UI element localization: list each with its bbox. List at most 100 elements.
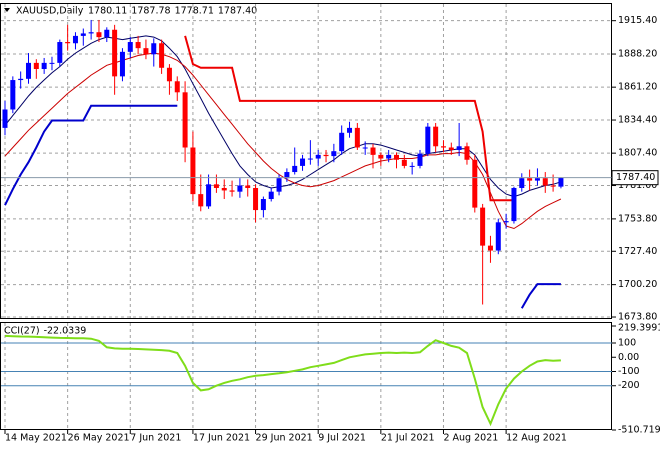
y-tick-label: 1727.40 — [618, 246, 657, 257]
candle-body — [339, 132, 345, 152]
candle-body — [229, 190, 235, 192]
candle-body — [480, 207, 486, 246]
candle-body — [245, 185, 251, 188]
candle-body — [237, 185, 243, 192]
candle-body — [33, 62, 39, 70]
x-tick-label: 29 Jun 2021 — [256, 433, 313, 444]
candle-body — [182, 92, 188, 148]
candle-body — [417, 153, 423, 166]
title-arrow — [4, 8, 10, 12]
candle-body — [440, 146, 446, 148]
candle-body — [143, 48, 149, 55]
indicator-line — [4, 104, 561, 309]
header-value: 1780.11 — [88, 6, 127, 17]
x-tick-label: 7 Jun 2021 — [130, 433, 181, 444]
candle-body — [464, 146, 470, 160]
candle-body — [135, 42, 141, 49]
candle-body — [378, 154, 384, 159]
candle-body — [495, 222, 501, 251]
y-tick-label: -200 — [618, 380, 640, 391]
candle-body — [88, 32, 94, 34]
chart-title: XAUUSD,Daily — [16, 6, 84, 17]
x-tick-label: 12 Aug 2021 — [506, 433, 567, 444]
candle-body — [409, 165, 415, 167]
x-tick-label: 14 May 2021 — [5, 433, 67, 444]
y-tick-label: -100 — [618, 366, 640, 377]
y-tick-label: 1781.00 — [618, 180, 657, 191]
candle-body — [2, 109, 8, 128]
y-tick-label: 0.00 — [618, 352, 639, 363]
candle-body — [159, 43, 165, 68]
last-price-box — [611, 170, 659, 186]
candle-body — [10, 80, 16, 110]
candle-body — [268, 191, 274, 200]
candle-body — [472, 159, 478, 208]
candle-body — [221, 187, 227, 191]
candle-body — [362, 147, 368, 149]
cci-name: CCI(27) — [4, 326, 40, 337]
y-tick-label: 1673.80 — [618, 312, 657, 323]
y-tick-label: 1915.40 — [618, 15, 657, 26]
candle-body — [300, 158, 306, 166]
candle-body — [25, 62, 31, 79]
candle-body — [213, 184, 219, 188]
candle-body — [96, 32, 102, 38]
candle-body — [542, 178, 548, 186]
candle-body — [323, 154, 329, 157]
candle-body — [112, 29, 118, 77]
candle-body — [72, 35, 78, 44]
candle-body — [260, 199, 266, 211]
candle-body — [425, 126, 431, 154]
header-value: 1778.71 — [175, 6, 214, 17]
candle-body — [41, 62, 47, 70]
cci-line — [4, 334, 561, 427]
candle-body — [276, 178, 282, 192]
candle-body — [448, 147, 454, 150]
candle-body — [456, 146, 462, 150]
candle-body — [104, 29, 110, 38]
x-tick-label: 9 Jul 2021 — [318, 433, 366, 444]
candle-body — [511, 187, 517, 222]
candle-body — [534, 178, 540, 181]
candle-body — [386, 154, 392, 159]
candle-body — [174, 81, 180, 93]
candle-body — [527, 178, 533, 181]
last-price-label: 1787.40 — [616, 172, 655, 183]
candle-body — [166, 67, 172, 82]
candle-body — [558, 177, 564, 187]
x-tick-label: 2 Aug 2021 — [443, 433, 498, 444]
y-tick-label: 1834.40 — [618, 115, 657, 126]
candle-body — [503, 221, 509, 223]
x-tick-label: 21 Jul 2021 — [381, 433, 435, 444]
header-value: 1787.40 — [218, 6, 257, 17]
y-tick-label: 1753.80 — [618, 213, 657, 224]
y-tick-label: 1807.40 — [618, 148, 657, 159]
candle-body — [65, 42, 71, 44]
y-tick-label: 219.3991 — [618, 323, 660, 334]
candle-body — [347, 127, 353, 133]
candle-body — [18, 78, 24, 81]
candle-body — [354, 127, 360, 148]
price-frame — [0, 3, 612, 319]
candle-body — [315, 154, 321, 159]
candle-body — [80, 33, 86, 36]
candle-body — [519, 178, 525, 188]
y-tick-label: 100 — [618, 338, 636, 349]
candle-body — [307, 158, 313, 160]
candle-body — [331, 151, 337, 157]
cci-frame — [0, 322, 612, 430]
candle-body — [119, 51, 125, 77]
y-tick-label: 1888.20 — [618, 49, 657, 60]
candle-body — [394, 154, 399, 160]
y-tick-label: -510.7195 — [618, 425, 660, 436]
candle-body — [292, 165, 298, 173]
candle-body — [127, 42, 133, 52]
candle-body — [401, 159, 407, 166]
candle-body — [487, 245, 493, 251]
candle-body — [206, 184, 212, 207]
candle-body — [198, 194, 204, 207]
x-tick-label: 17 Jun 2021 — [193, 433, 250, 444]
y-tick-label: 1700.20 — [618, 279, 657, 290]
